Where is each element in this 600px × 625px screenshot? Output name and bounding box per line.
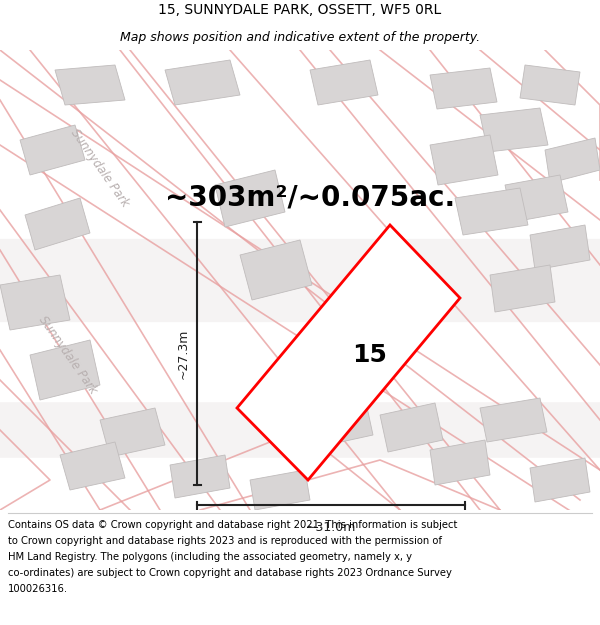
Polygon shape	[520, 65, 580, 105]
Text: 15, SUNNYDALE PARK, OSSETT, WF5 0RL: 15, SUNNYDALE PARK, OSSETT, WF5 0RL	[158, 3, 442, 17]
Polygon shape	[237, 225, 460, 480]
Polygon shape	[530, 458, 590, 502]
Text: Sunnydale Park: Sunnydale Park	[36, 314, 100, 396]
Text: ~303m²/~0.075ac.: ~303m²/~0.075ac.	[165, 184, 455, 212]
Polygon shape	[165, 60, 240, 105]
Polygon shape	[25, 198, 90, 250]
Polygon shape	[545, 138, 600, 183]
Polygon shape	[100, 408, 165, 457]
Polygon shape	[490, 265, 555, 312]
Polygon shape	[310, 398, 373, 447]
Text: Sunnydale Park: Sunnydale Park	[68, 127, 132, 209]
Text: 100026316.: 100026316.	[8, 584, 68, 594]
Text: HM Land Registry. The polygons (including the associated geometry, namely x, y: HM Land Registry. The polygons (includin…	[8, 552, 412, 562]
Text: co-ordinates) are subject to Crown copyright and database rights 2023 Ordnance S: co-ordinates) are subject to Crown copyr…	[8, 568, 452, 578]
Polygon shape	[250, 470, 310, 510]
Polygon shape	[310, 60, 378, 105]
Polygon shape	[430, 68, 497, 109]
Polygon shape	[530, 225, 590, 270]
Polygon shape	[505, 175, 568, 222]
Polygon shape	[215, 170, 285, 227]
Polygon shape	[430, 440, 490, 485]
Polygon shape	[380, 403, 443, 452]
Polygon shape	[430, 135, 498, 185]
Text: Contains OS data © Crown copyright and database right 2021. This information is : Contains OS data © Crown copyright and d…	[8, 520, 457, 530]
Polygon shape	[480, 398, 547, 442]
Text: ~27.3m: ~27.3m	[176, 328, 190, 379]
Polygon shape	[0, 275, 70, 330]
Polygon shape	[60, 442, 125, 490]
Text: to Crown copyright and database rights 2023 and is reproduced with the permissio: to Crown copyright and database rights 2…	[8, 536, 442, 546]
Polygon shape	[55, 65, 125, 105]
Text: Map shows position and indicative extent of the property.: Map shows position and indicative extent…	[120, 31, 480, 44]
Polygon shape	[480, 108, 548, 152]
Polygon shape	[20, 125, 85, 175]
Polygon shape	[170, 455, 230, 498]
Polygon shape	[30, 340, 100, 400]
Text: ~31.0m: ~31.0m	[306, 521, 356, 534]
Text: 15: 15	[353, 343, 388, 367]
Polygon shape	[240, 240, 312, 300]
Polygon shape	[455, 188, 528, 235]
